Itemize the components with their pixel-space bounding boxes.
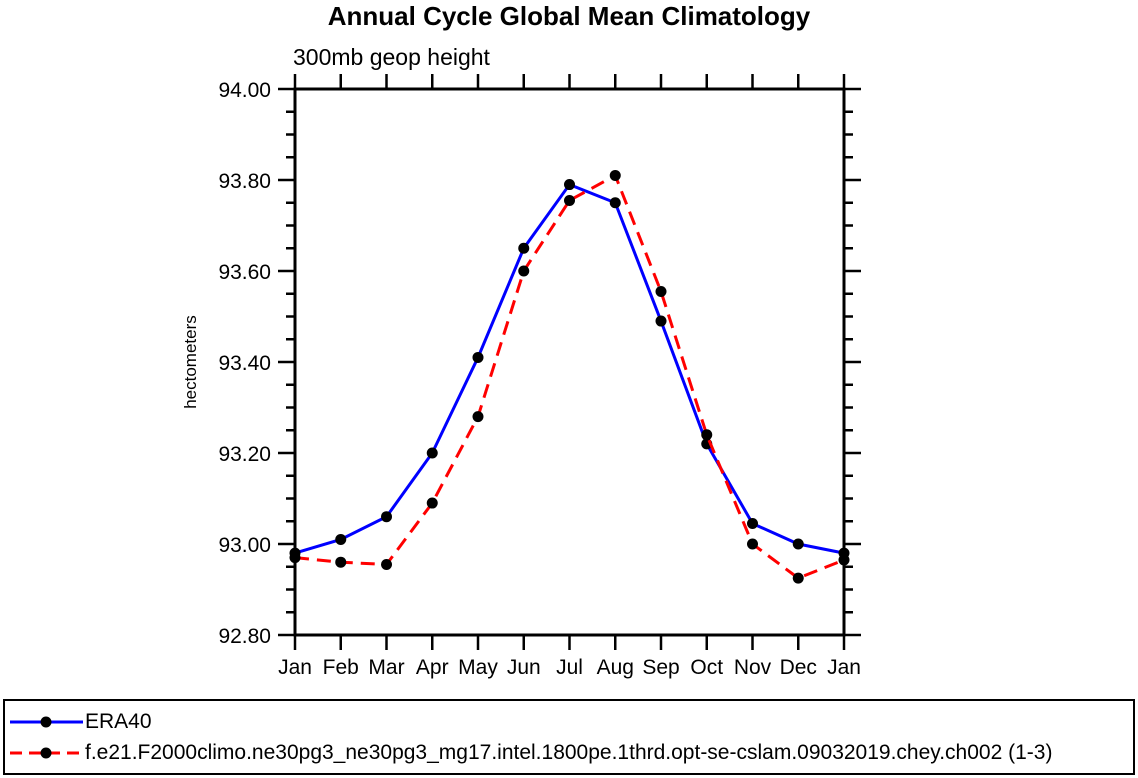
svg-text:Apr: Apr xyxy=(416,656,449,679)
chart-title: Annual Cycle Global Mean Climatology xyxy=(327,1,811,31)
svg-text:93.40: 93.40 xyxy=(218,352,271,375)
svg-text:May: May xyxy=(458,656,498,679)
model-run-line-sample-icon xyxy=(10,747,83,758)
svg-text:Aug: Aug xyxy=(597,656,634,679)
svg-text:Jan: Jan xyxy=(827,656,861,679)
legend-item-era40: ERA40 xyxy=(10,706,1133,737)
svg-text:93.20: 93.20 xyxy=(218,443,271,466)
plot-area: Jan Feb Mar Apr May Jun Jul Aug Sep Oct Nov Dec Jan 9… xyxy=(181,74,861,679)
legend-label-model-run: f.e21.F2000climo.ne30pg3_ne30pg3_mg17.in… xyxy=(85,740,1053,764)
svg-text:Dec: Dec xyxy=(780,656,817,679)
svg-text:hectometers: hectometers xyxy=(181,315,200,409)
svg-text:Oct: Oct xyxy=(690,656,723,679)
svg-text:93.60: 93.60 xyxy=(218,261,271,284)
svg-text:Mar: Mar xyxy=(368,656,404,679)
legend-box: ERA40 f.e21.F2000climo.ne30pg3_ne30pg3_m… xyxy=(3,699,1135,775)
svg-text:Jun: Jun xyxy=(507,656,541,679)
svg-text:93.80: 93.80 xyxy=(218,170,271,193)
chart-subtitle: 300mb geop height xyxy=(293,44,490,70)
era40-line-sample-icon xyxy=(10,716,83,727)
svg-text:Sep: Sep xyxy=(642,656,679,679)
svg-text:93.00: 93.00 xyxy=(218,534,271,557)
svg-text:Nov: Nov xyxy=(734,656,772,679)
svg-text:Jan: Jan xyxy=(278,656,312,679)
legend-item-model-run: f.e21.F2000climo.ne30pg3_ne30pg3_mg17.in… xyxy=(10,737,1133,768)
svg-text:Jul: Jul xyxy=(556,656,583,679)
legend-label-era40: ERA40 xyxy=(85,709,152,733)
svg-text:Feb: Feb xyxy=(323,656,359,679)
svg-text:94.00: 94.00 xyxy=(218,79,271,102)
svg-text:92.80: 92.80 xyxy=(218,625,271,648)
